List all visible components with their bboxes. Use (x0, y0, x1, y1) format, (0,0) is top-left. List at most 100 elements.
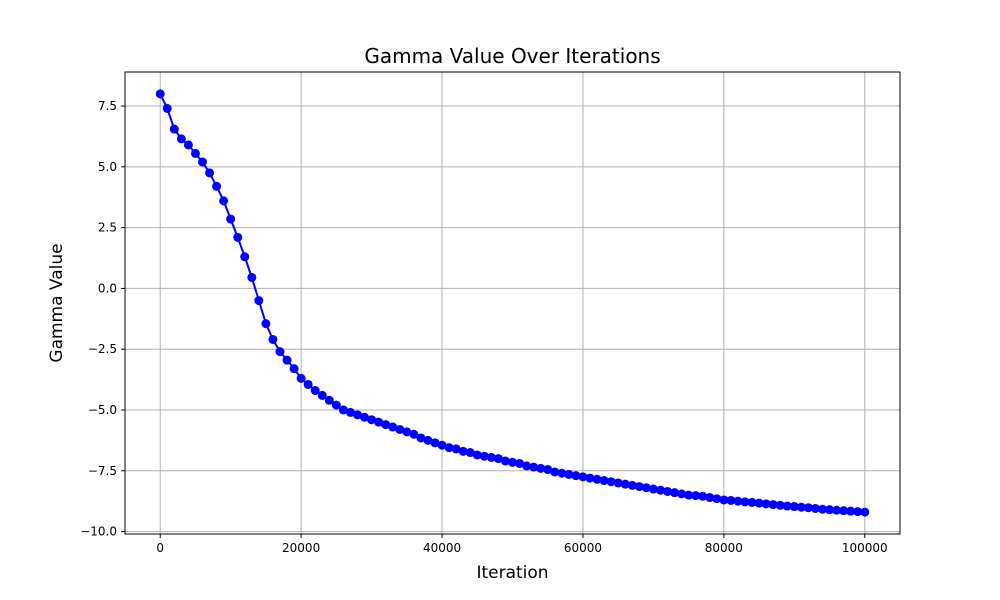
x-tick-label: 40000 (423, 541, 461, 555)
data-point (818, 504, 827, 514)
data-point (275, 347, 285, 357)
axes-frame (124, 71, 901, 535)
data-point (627, 480, 637, 490)
data-point (162, 103, 172, 113)
data-point (592, 474, 602, 484)
x-tick-label: 20000 (282, 541, 320, 555)
data-point (458, 446, 468, 456)
data-point (599, 476, 609, 486)
data-point (437, 440, 447, 450)
data-point (726, 495, 736, 505)
data-point (860, 507, 870, 517)
data-point (367, 415, 377, 425)
data-point (733, 496, 743, 506)
data-point (670, 488, 680, 498)
data-point (493, 454, 503, 464)
data-point (782, 501, 792, 511)
data-point (345, 407, 355, 417)
ticks: 0 20000 40000 60000 80000 100000 −10.0 −7.5 −5.0… (80, 99, 887, 555)
data-point (740, 497, 750, 507)
data-point (317, 390, 327, 400)
data-point (853, 507, 863, 517)
data-point (550, 467, 560, 477)
data-point (444, 443, 454, 453)
y-tick-label: −7.5 (88, 464, 117, 478)
data-point (409, 429, 419, 439)
y-tick-label: −10.0 (80, 525, 117, 539)
x-tick-label: 60000 (564, 541, 602, 555)
data-point (155, 89, 165, 99)
data-point (789, 502, 799, 512)
y-tick-label: 7.5 (98, 99, 117, 113)
data-point (190, 148, 200, 158)
x-tick-label: 80000 (705, 541, 743, 555)
data-point (374, 417, 384, 427)
data-point (388, 422, 398, 432)
data-point (761, 499, 771, 509)
y-tick-label: 5.0 (98, 160, 117, 174)
data-point (677, 489, 687, 499)
data-point (465, 448, 475, 458)
data-point (247, 272, 257, 282)
data-point (402, 427, 412, 437)
data-point (472, 450, 482, 460)
plot-area (125, 72, 900, 534)
data-point (268, 334, 278, 344)
data-point (282, 355, 292, 365)
data-point (515, 458, 525, 468)
data-point (606, 477, 616, 487)
data-point (522, 461, 532, 471)
data-point (423, 435, 433, 445)
data-point (712, 494, 722, 504)
data-point (212, 181, 222, 191)
data-point (698, 491, 708, 501)
data-point (796, 502, 806, 512)
data-point (754, 498, 764, 508)
data-point (832, 505, 842, 515)
y-tick-label: 2.5 (98, 221, 117, 235)
data-point (775, 500, 785, 510)
x-tick-label: 100000 (842, 541, 888, 555)
data-point (296, 373, 306, 383)
data-point (486, 452, 496, 462)
data-point (634, 482, 644, 492)
data-point (768, 500, 778, 510)
chart-title: Gamma Value Over Iterations (364, 44, 660, 68)
data-point (226, 214, 236, 224)
data-point (571, 471, 581, 481)
y-tick-label: −2.5 (88, 342, 117, 356)
data-point (254, 296, 264, 306)
data-point (585, 473, 595, 483)
data-point (479, 451, 489, 461)
data-point (169, 124, 179, 134)
data-point (324, 395, 334, 405)
data-point (663, 486, 672, 496)
data-point (578, 472, 588, 482)
data-point (310, 386, 320, 396)
data-point (233, 232, 243, 242)
data-point (648, 484, 658, 494)
data-point (747, 497, 757, 507)
data-point (508, 457, 517, 467)
data-point (825, 505, 835, 515)
data-point (198, 157, 207, 167)
data-point (416, 433, 426, 443)
data-point (641, 483, 651, 493)
data-point (176, 134, 186, 144)
y-tick-label: 0.0 (98, 281, 117, 295)
data-point (564, 469, 574, 479)
data-point (353, 410, 362, 420)
data-point (684, 490, 694, 500)
x-tick-label: 0 (156, 541, 164, 555)
data-point (289, 364, 299, 374)
data-point (536, 463, 546, 473)
y-tick-label: −5.0 (88, 403, 117, 417)
y-axis-label: Gamma Value (47, 243, 67, 362)
grid (125, 72, 900, 534)
data-point (360, 412, 370, 422)
data-point (613, 478, 623, 488)
data-point (430, 438, 440, 448)
data-point (719, 495, 729, 505)
data-point (810, 503, 820, 513)
